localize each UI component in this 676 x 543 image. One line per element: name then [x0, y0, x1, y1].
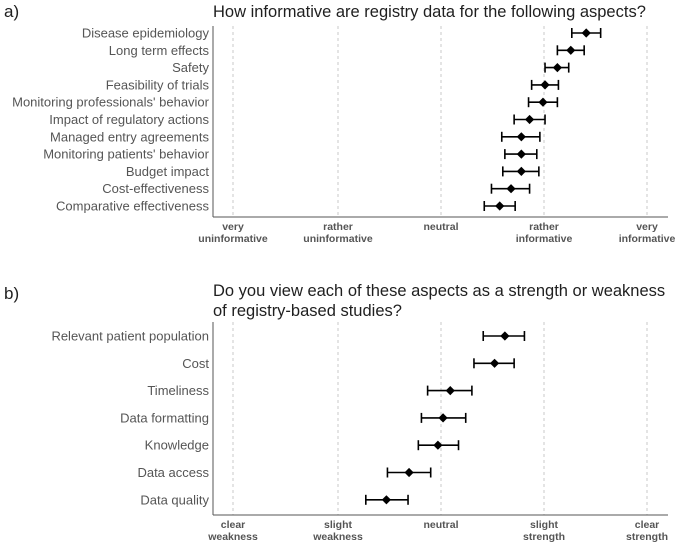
- mean-point-diamond: [433, 440, 443, 450]
- category-label: Disease epidemiology: [82, 26, 210, 41]
- x-tick-label: rather uninformative: [303, 221, 373, 245]
- x-tick-label-line: informative: [516, 233, 573, 245]
- x-tick-label-line: weakness: [312, 531, 363, 543]
- category-label: Impact of regulatory actions: [49, 112, 209, 127]
- x-tick-label: very informative: [619, 221, 676, 245]
- category-label: Managed entry agreements: [50, 129, 209, 144]
- panel-a: a) How informative are registry data for…: [4, 2, 675, 245]
- x-tick-label-line: neutral: [423, 221, 458, 233]
- x-tick-label-line: clear: [635, 519, 660, 531]
- x-tick-label: neutral: [423, 221, 458, 233]
- mean-point-diamond: [516, 166, 526, 176]
- mean-point-diamond: [540, 80, 550, 90]
- x-tick-label-line: slight: [530, 519, 559, 531]
- category-label: Cost: [182, 356, 209, 371]
- mean-point-diamond: [538, 97, 548, 107]
- category-label: Safety: [172, 60, 209, 75]
- panel-b-letter: b): [4, 284, 19, 303]
- category-label: Relevant patient population: [51, 329, 209, 344]
- x-tick-label-line: strength: [626, 531, 668, 543]
- x-tick-label: very uninformative: [198, 221, 268, 245]
- mean-point-diamond: [552, 63, 562, 73]
- category-label: Monitoring patients' behavior: [43, 147, 209, 162]
- mean-point-diamond: [438, 413, 448, 423]
- x-tick-label-line: informative: [619, 233, 676, 245]
- x-tick-label: neutral: [423, 519, 458, 531]
- mean-point-diamond: [516, 132, 526, 142]
- x-tick-label: slight weakness: [312, 519, 363, 543]
- x-tick-label: slight strength: [523, 519, 565, 543]
- x-tick-label-line: rather: [323, 221, 353, 233]
- x-tick-label-line: weakness: [207, 531, 258, 543]
- mean-point-diamond: [516, 149, 526, 159]
- mean-point-diamond: [404, 467, 414, 478]
- mean-point-diamond: [506, 184, 516, 194]
- mean-point-diamond: [489, 358, 500, 368]
- category-label: Knowledge: [145, 438, 209, 453]
- category-label: Data access: [137, 465, 209, 480]
- category-label: Budget impact: [126, 164, 209, 179]
- mean-point-diamond: [581, 28, 591, 38]
- category-label: Data quality: [140, 492, 209, 507]
- mean-point-diamond: [381, 495, 392, 505]
- category-label: Long term effects: [109, 43, 210, 58]
- x-tick-label-line: neutral: [423, 519, 458, 531]
- mean-point-diamond: [566, 45, 576, 55]
- chart-title-line: How informative are registry data for th…: [213, 3, 646, 21]
- category-label: Feasibility of trials: [106, 77, 210, 92]
- x-tick-label-line: uninformative: [198, 233, 268, 245]
- mean-point-diamond: [495, 201, 505, 211]
- x-tick-label: clear strength: [626, 519, 668, 543]
- mean-point-diamond: [500, 331, 510, 341]
- mean-point-diamond: [524, 114, 535, 125]
- x-tick-label-line: very: [636, 221, 658, 233]
- x-tick-label: clear weakness: [207, 519, 258, 543]
- mean-point-diamond: [445, 386, 455, 396]
- x-tick-label-line: clear: [221, 519, 246, 531]
- panel-a-letter: a): [4, 2, 19, 21]
- category-label: Comparative effectiveness: [56, 199, 209, 214]
- x-tick-label-line: slight: [324, 519, 353, 531]
- x-tick-label: rather informative: [516, 221, 573, 245]
- category-label: Timeliness: [147, 383, 209, 398]
- category-label: Cost-effectiveness: [102, 181, 209, 196]
- chart-title-line: of registry-based studies?: [213, 302, 402, 320]
- x-tick-label-line: very: [222, 221, 244, 233]
- category-label: Monitoring professionals' behavior: [12, 95, 210, 110]
- x-tick-label-line: strength: [523, 531, 565, 543]
- category-label: Data formatting: [120, 410, 209, 425]
- chart-title-line: Do you view each of these aspects as a s…: [213, 282, 665, 300]
- x-tick-label-line: rather: [529, 221, 559, 233]
- panel-b: b) Do you view each of these aspects as …: [4, 282, 668, 543]
- x-tick-label-line: uninformative: [303, 233, 373, 245]
